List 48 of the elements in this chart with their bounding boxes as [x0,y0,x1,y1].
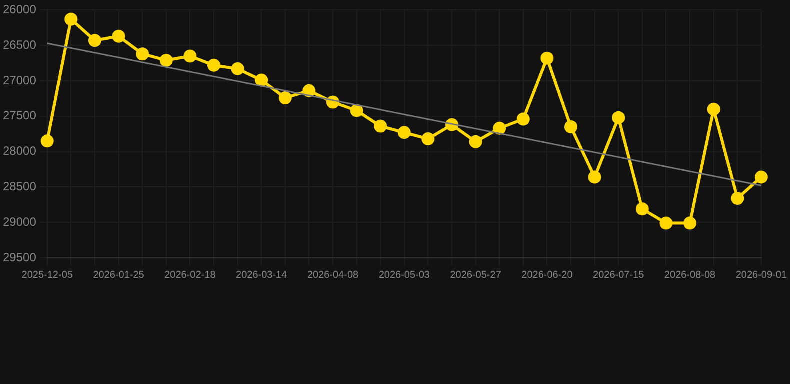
point [540,52,554,65]
point [493,122,506,135]
point [707,102,720,116]
point [40,134,54,148]
point [516,112,530,126]
point [684,216,697,230]
point [636,202,649,216]
point [231,62,244,76]
x-tick-label: 2026-03-14 [236,270,288,281]
x-tick-label: 2026-09-01 [736,270,788,281]
point [350,104,364,118]
point [88,34,102,48]
point [660,216,673,230]
point [564,120,578,134]
x-tick-label: 2025-12-05 [22,270,74,281]
point [184,50,197,63]
y-tick-label: 28500 [2,180,37,194]
point [302,84,316,98]
y-tick-label: 29000 [2,214,37,229]
y-tick-label: 26500 [2,38,37,52]
x-tick-label: 2026-05-27 [450,270,502,281]
point [374,120,388,133]
y-tick-label: 29500 [2,250,37,264]
y-tick-label: 27000 [2,73,37,88]
x-tick-label: 2026-05-03 [378,270,430,281]
point [160,54,173,67]
x-tick-label: 2026-08-08 [664,270,716,281]
point [112,30,126,43]
point [136,48,150,61]
x-tick-label: 2026-04-08 [307,270,360,281]
point [398,126,411,140]
x-tick-label: 2026-06-20 [522,270,574,281]
y-tick-label: 28000 [2,144,37,158]
point [255,74,268,87]
point [207,58,220,72]
point [64,12,78,26]
y-tick-label: 26000 [2,2,37,17]
point [612,111,626,124]
y-tick-label: 27500 [2,108,37,123]
point [731,192,744,206]
x-tick-label: 2026-07-15 [593,270,645,281]
x-tick-label: 2026-02-18 [164,270,216,281]
point [588,170,602,184]
point [422,132,435,146]
point [278,91,292,104]
point [754,170,768,184]
x-tick-label: 2026-01-25 [93,270,145,281]
point [469,135,482,148]
